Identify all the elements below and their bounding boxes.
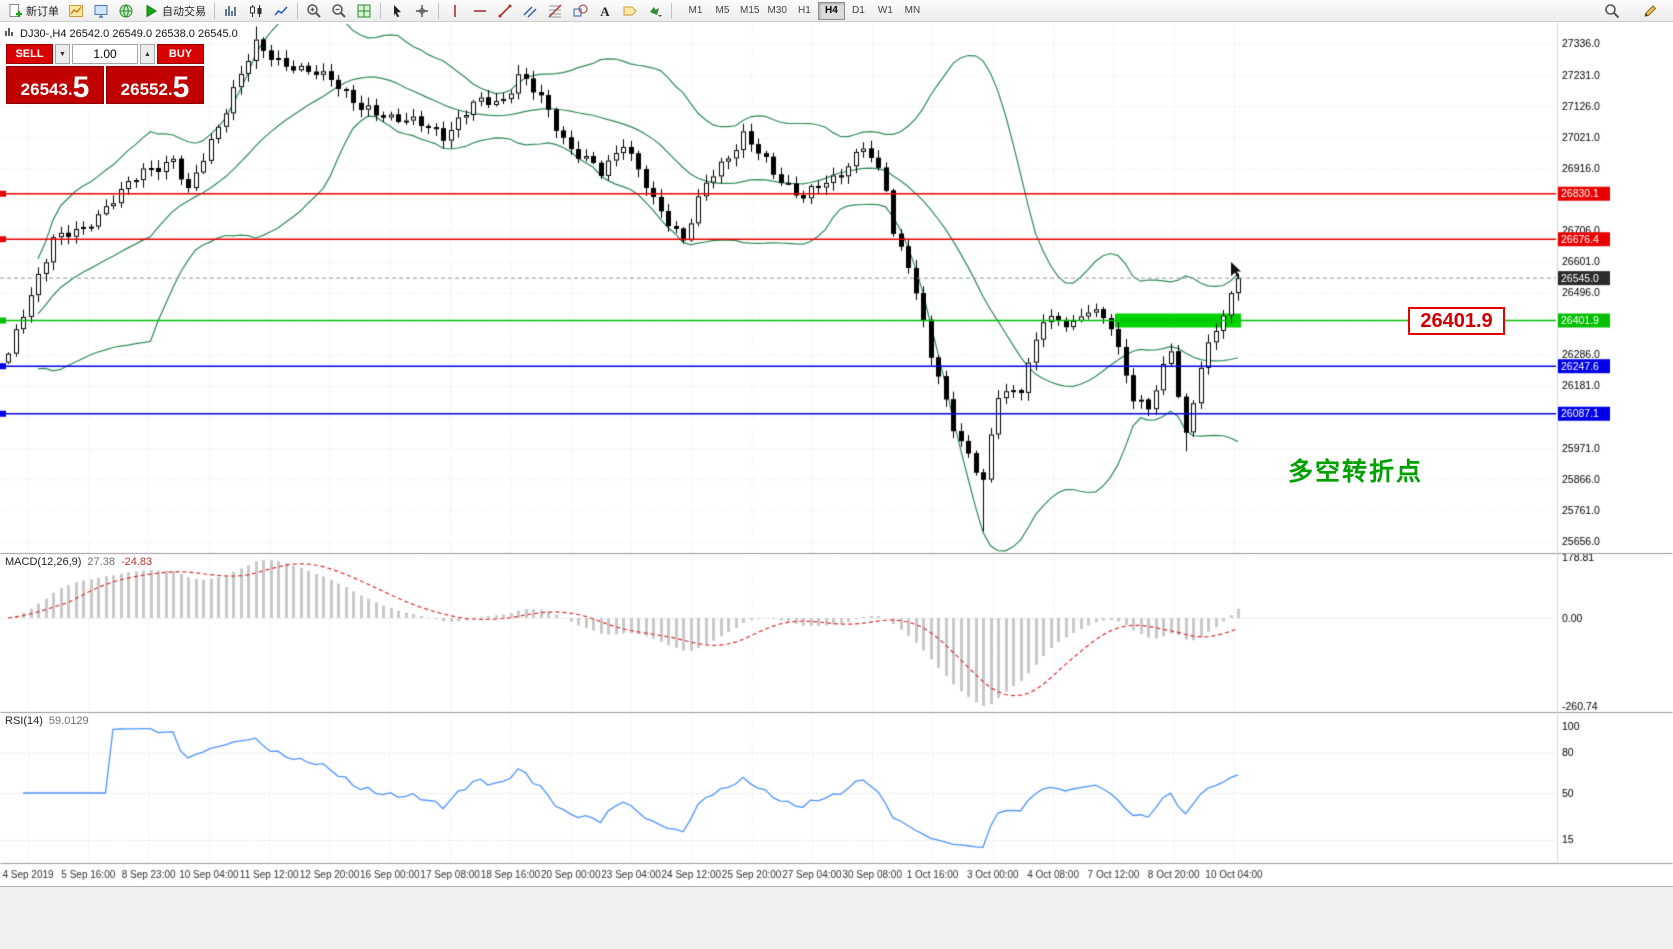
cursor-icon bbox=[389, 3, 405, 19]
market-watch-button[interactable] bbox=[89, 1, 113, 21]
macd-name: MACD(12,26,9) bbox=[5, 556, 82, 568]
trendline-button[interactable] bbox=[493, 1, 517, 21]
vline-icon bbox=[447, 3, 463, 19]
play-icon bbox=[143, 3, 159, 19]
shapes-button[interactable] bbox=[568, 1, 592, 21]
search-button[interactable] bbox=[1600, 1, 1624, 21]
new-chart-button[interactable] bbox=[64, 1, 88, 21]
horizontal-line-button[interactable] bbox=[468, 1, 492, 21]
vertical-line-button[interactable] bbox=[443, 1, 467, 21]
price-callout-label[interactable]: 26401.9 bbox=[1408, 307, 1505, 335]
sell-price-main: 26543. bbox=[20, 80, 73, 100]
svg-text:A: A bbox=[600, 4, 610, 19]
pencil-icon bbox=[1642, 3, 1658, 19]
channel-icon bbox=[522, 3, 538, 19]
toolbar-separator bbox=[297, 2, 298, 19]
timeframe-mn-button[interactable]: MN bbox=[899, 2, 926, 20]
crosshair-button[interactable] bbox=[410, 1, 434, 21]
zoom-in-button[interactable] bbox=[302, 1, 326, 21]
volume-input[interactable] bbox=[72, 44, 138, 64]
bars-icon bbox=[223, 3, 239, 19]
toolbar-separator bbox=[671, 2, 672, 19]
textA-icon: A bbox=[597, 3, 613, 19]
auto-trading-label: 自动交易 bbox=[162, 5, 206, 18]
bar-chart-button[interactable] bbox=[219, 1, 243, 21]
main-toolbar: 新订单 自动交易 A M1 M5 M15 M30 H1 H4 D1 W1 MN bbox=[0, 0, 1673, 22]
status-bar bbox=[0, 886, 1673, 949]
toolbar-separator bbox=[214, 2, 215, 19]
timeframe-m1-button[interactable]: M1 bbox=[682, 2, 709, 20]
line-chart-button[interactable] bbox=[269, 1, 293, 21]
line-chart-icon bbox=[273, 3, 289, 19]
macd-label: MACD(12,26,9) 27.38 -24.83 bbox=[5, 556, 152, 568]
tag-icon bbox=[622, 3, 638, 19]
buy-price-box[interactable]: 26552. 5 bbox=[106, 66, 204, 104]
timeframe-m30-button[interactable]: M30 bbox=[763, 2, 790, 20]
symbol-chart-icon bbox=[5, 27, 15, 40]
macd-value: 27.38 bbox=[87, 556, 115, 568]
edit-button[interactable] bbox=[1638, 1, 1662, 21]
buy-button[interactable]: BUY bbox=[157, 44, 204, 64]
auto-trading-button[interactable]: 自动交易 bbox=[139, 1, 210, 21]
doc-plus-icon bbox=[7, 3, 23, 19]
one-click-trading-panel: SELL ▼ ▲ BUY 26543.5 26552.5 bbox=[6, 44, 204, 104]
volume-increase-button[interactable]: ▲ bbox=[140, 44, 155, 64]
equidistant-channel-button[interactable] bbox=[518, 1, 542, 21]
magnifier-icon bbox=[1604, 3, 1620, 19]
price-chart-canvas[interactable] bbox=[0, 22, 1673, 886]
fibonacci-button[interactable] bbox=[543, 1, 567, 21]
toolbar-separator bbox=[438, 2, 439, 19]
new-order-button[interactable]: 新订单 bbox=[3, 1, 63, 21]
tline-icon bbox=[497, 3, 513, 19]
zoom-out-icon bbox=[331, 3, 347, 19]
shapes-icon bbox=[572, 3, 588, 19]
arrow-dd-icon bbox=[647, 3, 663, 19]
chinese-annotation[interactable]: 多空转折点 bbox=[1288, 458, 1424, 486]
text-button[interactable]: A bbox=[593, 1, 617, 21]
timeframe-h1-button[interactable]: H1 bbox=[791, 2, 818, 20]
rsi-value: 59.0129 bbox=[48, 715, 89, 727]
timeframe-d1-button[interactable]: D1 bbox=[845, 2, 872, 20]
new-order-label: 新订单 bbox=[26, 5, 59, 18]
globe-icon bbox=[118, 3, 134, 19]
candlestick-chart-button[interactable] bbox=[244, 1, 268, 21]
volume-decrease-button[interactable]: ▼ bbox=[55, 44, 70, 64]
zoom-out-button[interactable] bbox=[327, 1, 351, 21]
chart-plus-icon bbox=[68, 3, 84, 19]
sell-price-frac: 5 bbox=[72, 71, 90, 104]
cursor-button[interactable] bbox=[385, 1, 409, 21]
symbol-info: DJ30-,H4 26542.0 26549.0 26538.0 26545.0 bbox=[5, 27, 238, 40]
rsi-name: RSI(14) bbox=[5, 715, 43, 727]
buy-price-frac: 5 bbox=[172, 71, 190, 104]
buy-price-main: 26552. bbox=[120, 80, 173, 100]
navigator-button[interactable] bbox=[114, 1, 138, 21]
fibo-icon bbox=[547, 3, 563, 19]
crosshair-icon bbox=[414, 3, 430, 19]
timeframe-m5-button[interactable]: M5 bbox=[709, 2, 736, 20]
hline-icon bbox=[472, 3, 488, 19]
sell-price-box[interactable]: 26543. 5 bbox=[6, 66, 104, 104]
arrows-button[interactable] bbox=[643, 1, 667, 21]
macd-signal-value: -24.83 bbox=[120, 556, 153, 568]
timeframe-bar: M1 M5 M15 M30 H1 H4 D1 W1 MN bbox=[682, 1, 926, 20]
rsi-label: RSI(14) 59.0129 bbox=[5, 715, 89, 727]
zoom-in-icon bbox=[306, 3, 322, 19]
timeframe-w1-button[interactable]: W1 bbox=[872, 2, 899, 20]
toolbar-right-group bbox=[1600, 1, 1670, 21]
symbol-ohlc-text: DJ30-,H4 26542.0 26549.0 26538.0 26545.0 bbox=[20, 27, 238, 40]
timeframe-m15-button[interactable]: M15 bbox=[736, 2, 763, 20]
candles-icon bbox=[248, 3, 264, 19]
timeframe-h4-button[interactable]: H4 bbox=[817, 1, 845, 20]
sell-button[interactable]: SELL bbox=[6, 44, 53, 64]
label-button[interactable] bbox=[618, 1, 642, 21]
toolbar-separator bbox=[380, 2, 381, 19]
grid-tile-icon bbox=[356, 3, 372, 19]
monitor-icon bbox=[93, 3, 109, 19]
tile-windows-button[interactable] bbox=[352, 1, 376, 21]
